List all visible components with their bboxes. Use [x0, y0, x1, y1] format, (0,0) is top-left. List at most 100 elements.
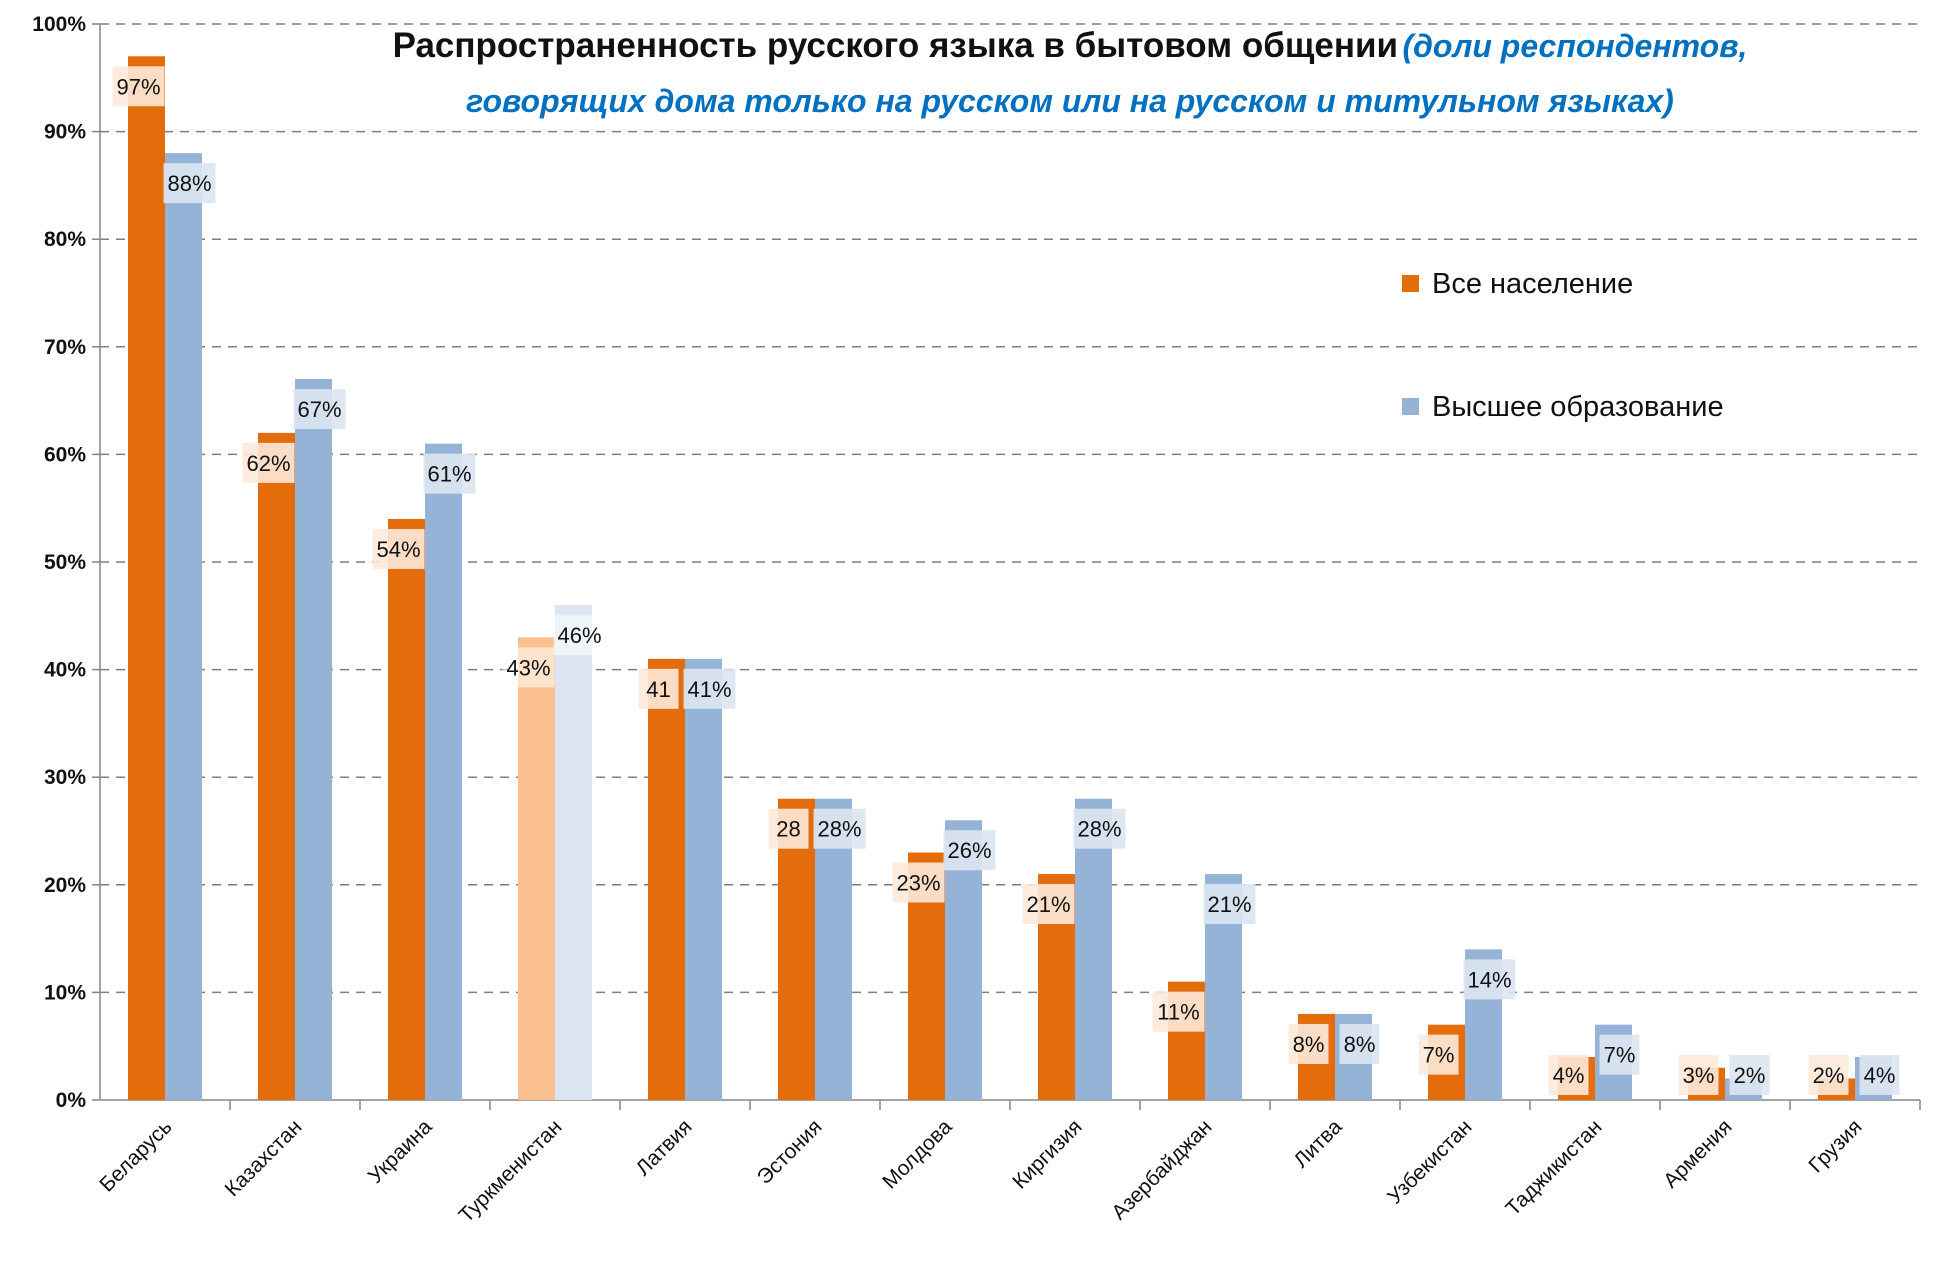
bar-higher-education: [555, 605, 592, 1100]
y-tick-label: 70%: [44, 336, 86, 359]
y-tick-label: 0%: [56, 1089, 87, 1112]
bar-higher-education: [425, 443, 462, 1100]
data-label: 2%: [1734, 1063, 1766, 1088]
data-label: 14%: [1467, 967, 1511, 992]
bar-all-population: [388, 518, 425, 1100]
data-label-box: [813, 808, 866, 849]
chart-subtitle: (доли респондентов, говорящих дома тольк…: [466, 28, 1748, 119]
data-label-box: [1339, 1023, 1380, 1064]
data-label: 67%: [297, 397, 341, 422]
data-label: 28%: [817, 817, 861, 842]
data-label-box: [163, 163, 216, 204]
x-category-label: Латвия: [632, 1115, 697, 1180]
data-label: 41%: [687, 677, 731, 702]
y-tick-label: 40%: [44, 659, 86, 682]
data-label: 3%: [1683, 1063, 1715, 1088]
data-label: 28%: [1077, 817, 1121, 842]
data-label: 21%: [1207, 892, 1251, 917]
data-label-box: [1548, 1055, 1589, 1095]
legend-swatch: [1402, 398, 1419, 415]
data-label-box: [1859, 1055, 1900, 1095]
legend-label: Все население: [1432, 268, 1633, 300]
data-label-box: [683, 668, 736, 709]
y-tick-label: 100%: [32, 13, 86, 36]
x-category-label: Казахстан: [221, 1115, 307, 1201]
bar-all-population: [648, 658, 685, 1100]
data-label: 46%: [557, 623, 601, 648]
x-category-label: Беларусь: [95, 1115, 176, 1196]
data-label: 11%: [1157, 1000, 1199, 1025]
x-category-label: Туркменистан: [455, 1115, 567, 1227]
data-label-box: [1678, 1055, 1719, 1095]
y-tick-label: 20%: [44, 874, 86, 897]
data-label-box: [242, 442, 295, 483]
bar-higher-education: [685, 658, 722, 1100]
data-label: 26%: [947, 838, 991, 863]
y-tick-label: 30%: [44, 766, 86, 789]
data-label-box: [1463, 959, 1516, 1000]
data-label-box: [112, 66, 165, 107]
y-tick-label: 10%: [44, 981, 86, 1004]
data-label: 43%: [506, 655, 550, 680]
data-label: 28: [776, 817, 800, 842]
data-label-box: [293, 389, 346, 430]
data-label-box: [943, 830, 996, 871]
bar-higher-education: [165, 153, 202, 1100]
data-label: 4%: [1553, 1063, 1585, 1088]
x-category-label: Украина: [364, 1115, 437, 1188]
data-label-box: [1808, 1055, 1849, 1095]
data-label-box: [768, 808, 809, 849]
data-label: 8%: [1293, 1032, 1325, 1057]
bar-higher-education: [295, 379, 332, 1101]
data-label: 8%: [1344, 1032, 1376, 1057]
bar-higher-education: [815, 798, 852, 1100]
data-label-box: [1152, 991, 1205, 1032]
x-category-label: Узбекистан: [1383, 1115, 1476, 1208]
data-label-box: [372, 528, 425, 569]
data-label-box: [638, 668, 679, 709]
x-category-label: Эстония: [753, 1115, 827, 1189]
data-label-box: [423, 453, 476, 494]
y-tick-label: 80%: [44, 228, 86, 251]
bar-all-population: [778, 798, 815, 1100]
data-label: 62%: [246, 451, 290, 476]
data-label-box: [1288, 1023, 1329, 1064]
data-label: 88%: [167, 171, 211, 196]
legend-label: Высшее образование: [1432, 391, 1724, 423]
y-tick-label: 60%: [44, 443, 86, 466]
data-label-box: [892, 862, 945, 903]
x-category-label: Грузия: [1804, 1115, 1866, 1177]
data-label: 97%: [116, 74, 160, 99]
chart-title: Распространенность русского языка в быто…: [392, 26, 1398, 65]
data-label-box: [1203, 884, 1256, 925]
bar-all-population: [258, 432, 295, 1100]
data-label-box: [1599, 1034, 1640, 1075]
data-label: 7%: [1604, 1043, 1636, 1068]
data-label: 61%: [427, 462, 471, 487]
data-label-box: [1022, 884, 1075, 925]
chart-title-block: Распространенность русского языка в быто…: [330, 22, 1810, 132]
data-label: 7%: [1423, 1043, 1455, 1068]
data-label: 41: [646, 677, 670, 702]
data-label-box: [1729, 1055, 1770, 1095]
data-label-box: [553, 615, 606, 656]
bar-all-population: [128, 56, 165, 1100]
legend-swatch: [1402, 275, 1419, 292]
bar-higher-education: [1075, 798, 1112, 1100]
data-label: 4%: [1864, 1063, 1896, 1088]
x-category-label: Литва: [1289, 1115, 1346, 1172]
x-category-label: Армения: [1659, 1115, 1736, 1192]
x-category-label: Таджикистан: [1501, 1115, 1606, 1220]
bar-all-population: [518, 637, 555, 1100]
data-label-box: [502, 647, 555, 688]
y-tick-label: 90%: [44, 121, 86, 144]
x-category-label: Молдова: [878, 1115, 957, 1194]
data-label: 23%: [896, 871, 940, 896]
data-label-box: [1418, 1034, 1459, 1075]
data-label: 21%: [1026, 892, 1070, 917]
x-category-label: Киргизия: [1008, 1115, 1086, 1193]
data-label: 54%: [376, 537, 420, 562]
x-category-label: Азербайджан: [1107, 1115, 1216, 1224]
